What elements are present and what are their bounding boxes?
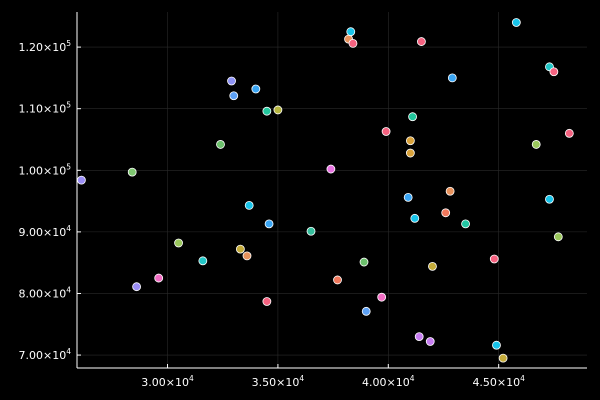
data-point xyxy=(348,39,358,48)
data-point xyxy=(461,219,470,229)
data-point xyxy=(441,208,451,218)
data-point xyxy=(511,18,521,27)
axes xyxy=(76,12,587,369)
data-point xyxy=(405,136,415,146)
data-point xyxy=(262,297,272,306)
data-point xyxy=(361,306,371,316)
data-point xyxy=(408,112,417,122)
data-point xyxy=(242,251,252,261)
data-point xyxy=(77,175,86,185)
data-point xyxy=(346,27,356,37)
data-point xyxy=(489,254,499,264)
data-point xyxy=(553,232,563,242)
data-point xyxy=(227,76,236,86)
x-tick-label: 3.50×104 xyxy=(252,374,305,389)
data-point xyxy=(410,213,420,223)
grid-lines xyxy=(77,12,587,368)
data-point xyxy=(273,105,283,115)
data-point xyxy=(425,337,435,346)
data-point xyxy=(447,73,457,83)
data-point xyxy=(251,84,261,94)
data-point xyxy=(264,219,274,229)
data-point xyxy=(381,127,391,136)
data-point xyxy=(545,194,554,204)
data-point xyxy=(414,332,424,341)
data-point xyxy=(417,37,426,46)
x-tick-label: 4.00×104 xyxy=(362,374,415,389)
data-point xyxy=(377,292,387,302)
data-point xyxy=(132,282,142,292)
data-point xyxy=(549,67,559,77)
y-tick-label: 9.00×104 xyxy=(19,224,72,239)
data-point xyxy=(174,238,183,248)
y-tick-label: 8.00×104 xyxy=(19,285,72,300)
data-point xyxy=(235,244,245,254)
data-points xyxy=(77,18,574,363)
data-point xyxy=(403,192,413,202)
data-point xyxy=(198,256,208,266)
y-axis-ticks: 7.00×104 8.00×104 9.00×104 1.00×105 1.10×105… xyxy=(19,39,81,362)
y-tick-label: 1.20×105 xyxy=(19,39,72,54)
data-point xyxy=(333,275,342,285)
data-point xyxy=(492,340,501,350)
data-point xyxy=(428,261,437,271)
x-tick-label: 4.50×104 xyxy=(472,374,525,389)
data-point xyxy=(229,91,239,101)
data-point xyxy=(306,226,316,236)
data-point xyxy=(445,186,455,196)
data-point xyxy=(405,148,415,158)
y-tick-label: 1.10×105 xyxy=(19,101,72,116)
data-point xyxy=(244,200,254,210)
data-point xyxy=(326,164,336,174)
data-point xyxy=(359,257,369,267)
data-point xyxy=(262,106,272,116)
data-point xyxy=(216,140,225,149)
data-point xyxy=(564,128,574,138)
data-point xyxy=(498,353,508,363)
y-tick-label: 7.00×104 xyxy=(19,347,72,362)
y-tick-label: 1.00×105 xyxy=(19,162,72,177)
data-point xyxy=(531,140,541,149)
data-point xyxy=(127,167,137,177)
data-point xyxy=(154,273,164,283)
x-axis-ticks: 3.00×104 3.50×104 4.00×104 4.50×104 xyxy=(141,364,525,389)
x-tick-label: 3.00×104 xyxy=(141,374,194,389)
